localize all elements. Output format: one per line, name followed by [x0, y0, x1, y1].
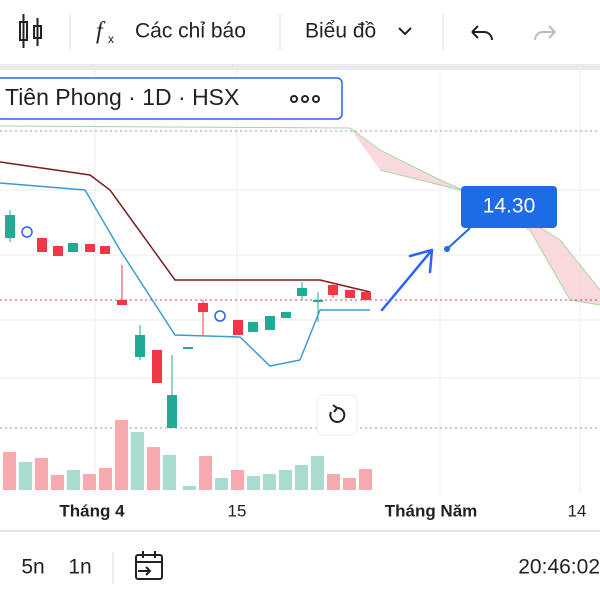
- chart-type-button[interactable]: Biểu đồ: [305, 20, 376, 43]
- fx-icon[interactable]: f: [96, 19, 106, 45]
- price-label: 14.30: [483, 195, 536, 218]
- indicators-button[interactable]: Các chỉ báo: [135, 20, 246, 43]
- price-label-box[interactable]: [461, 186, 557, 228]
- symbol-box[interactable]: [0, 77, 343, 120]
- fx-icon-sub: x: [108, 32, 114, 46]
- anchor-dot: [444, 246, 450, 252]
- grid: [0, 70, 600, 495]
- candles: [5, 210, 371, 428]
- x-axis-label: 15: [228, 501, 247, 520]
- lower-band: [0, 182, 370, 367]
- x-axis-label: Tháng Năm: [385, 501, 478, 520]
- cloud-line: [0, 125, 600, 291]
- separator: [0, 64, 600, 70]
- x-axis-label: Tháng 4: [59, 501, 125, 520]
- more-icon[interactable]: [290, 95, 320, 103]
- symbol-label: Tiên Phong · 1D · HSX: [5, 84, 239, 110]
- reset-icon: [329, 404, 346, 423]
- candles-icon[interactable]: [19, 14, 42, 48]
- clock: 20:46:02: [518, 556, 600, 579]
- range-button[interactable]: 1n: [68, 556, 91, 579]
- date-range-icon[interactable]: [135, 551, 163, 580]
- redo[interactable]: [534, 25, 556, 41]
- cloud: [350, 128, 600, 305]
- chevron: [398, 27, 412, 36]
- range-button[interactable]: 5n: [21, 556, 44, 579]
- reset-button[interactable]: [316, 394, 358, 436]
- label-pointer: [446, 227, 471, 250]
- volume: [3, 420, 372, 490]
- toolbar: f x Các chỉ báo Biểu đồ: [19, 14, 556, 50]
- upper-band: [0, 161, 371, 293]
- undo[interactable]: [471, 25, 493, 41]
- arrow: [380, 248, 434, 312]
- x-axis-label: 14: [568, 501, 587, 520]
- cloud-line: [379, 169, 600, 306]
